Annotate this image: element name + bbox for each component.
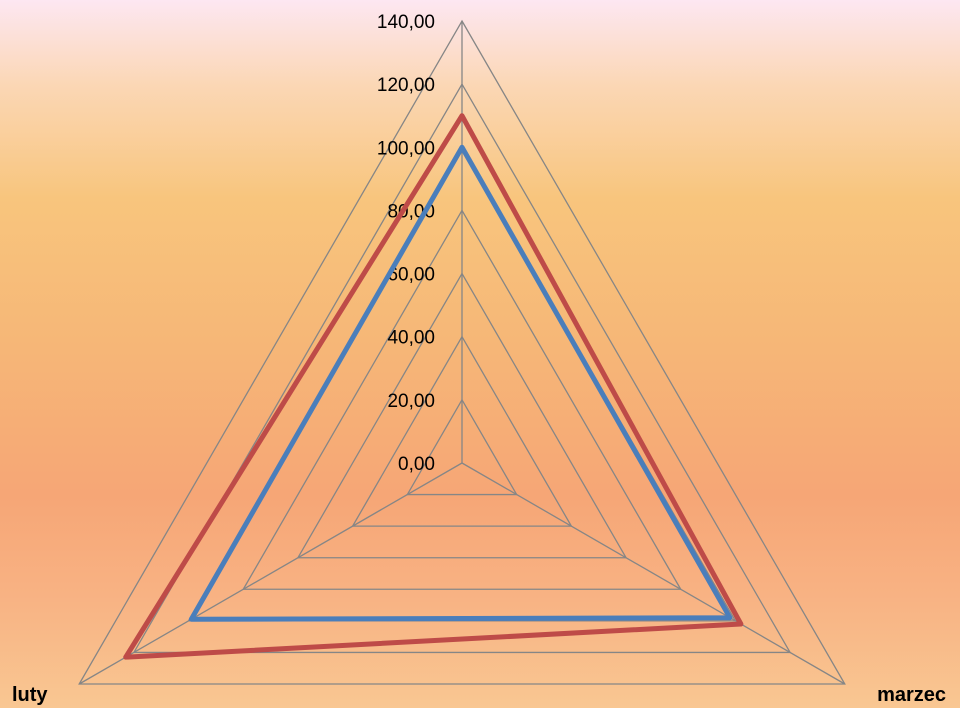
category-label: marzec <box>877 684 946 706</box>
axis-spoke <box>461 462 846 685</box>
radial-tick-label: 120,00 <box>377 75 435 96</box>
radial-tick-label: 100,00 <box>377 138 435 159</box>
grid-ring <box>242 209 682 590</box>
radial-tick-label: 60,00 <box>387 265 435 286</box>
radial-tick-label: 0,00 <box>398 454 435 475</box>
grid-ring <box>351 335 573 527</box>
category-label: luty <box>12 684 48 706</box>
radial-tick-label: 140,00 <box>377 12 435 33</box>
radial-tick-label: 20,00 <box>387 391 435 412</box>
grid-ring <box>296 272 628 559</box>
grid-ring <box>78 19 846 685</box>
radial-tick-label: 40,00 <box>387 328 435 349</box>
grid-ring <box>132 82 792 654</box>
series-line <box>188 144 733 622</box>
grid-ring <box>406 398 518 496</box>
series-line <box>123 113 744 660</box>
axis-spoke <box>78 462 463 685</box>
